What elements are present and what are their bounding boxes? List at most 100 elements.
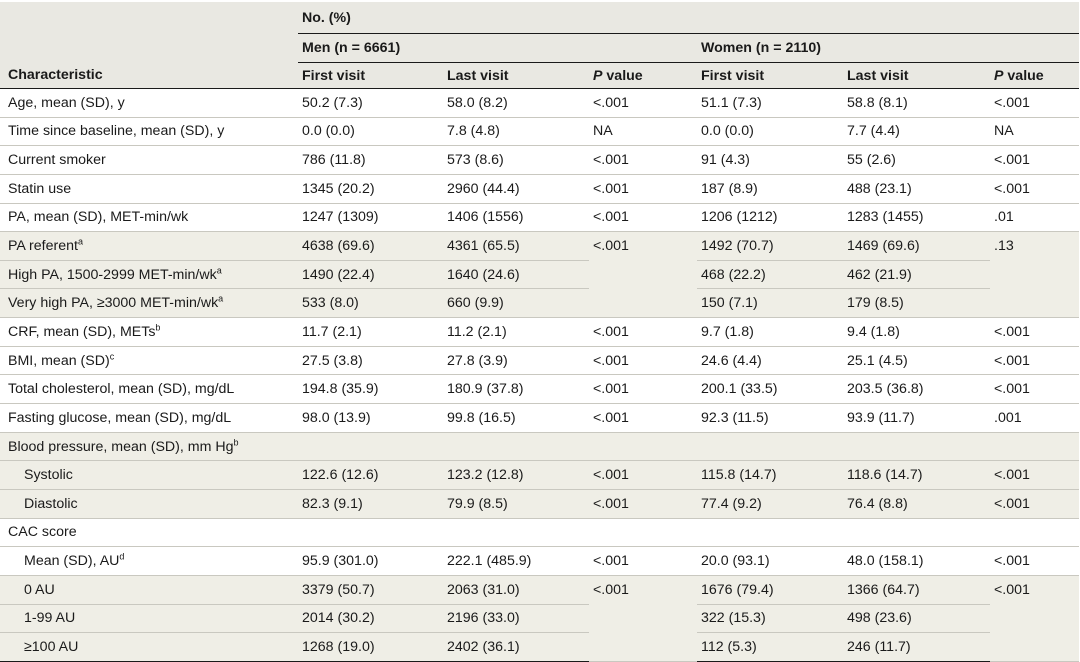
- table-row: PA referenta 4638 (69.6) 4361 (65.5) <.001 1…: [0, 231, 1079, 319]
- header-row-group: No. (%): [0, 2, 1079, 34]
- women-p-value-cell: <.001: [990, 317, 1079, 347]
- women-first-visit-cell: 200.1 (33.5): [697, 374, 843, 405]
- men-p-value-cell: NA: [589, 117, 697, 147]
- table-row: Age, mean (SD), y 50.2 (7.3) 58.0 (8.2) <.0…: [0, 88, 1079, 118]
- row-label: Current smoker: [0, 145, 298, 175]
- row-label: BMI, mean (SD)c: [0, 346, 298, 376]
- men-last-visit-cell: [443, 518, 589, 548]
- row-label-text: Diastolic: [24, 495, 78, 512]
- women-first-visit-cell: 1492 (70.7): [697, 231, 843, 261]
- men-first-visit-cell: 50.2 (7.3): [298, 88, 443, 118]
- women-p-value-cell: <.001: [990, 145, 1079, 175]
- men-first-visit-cell: [298, 518, 443, 548]
- women-last-visit-cell: 462 (21.9): [843, 260, 990, 290]
- men-last-visit-cell: 180.9 (37.8): [443, 374, 589, 405]
- row-label: PA, mean (SD), MET-min/wk: [0, 203, 298, 233]
- men-last-visit-cell: 2402 (36.1): [443, 632, 589, 662]
- row-label-text: Time since baseline, mean (SD), y: [8, 123, 225, 140]
- women-last-visit-cell: 7.7 (4.4): [843, 117, 990, 147]
- men-last-visit-cell: 11.2 (2.1): [443, 317, 589, 347]
- women-p-value-cell: <.001: [990, 174, 1079, 204]
- men-first-visit-cell: 2014 (30.2): [298, 604, 443, 634]
- women-p-value-header: P value: [990, 62, 1079, 89]
- women-last-visit-cell: 118.6 (14.7): [843, 460, 990, 490]
- women-first-visit-cell: 9.7 (1.8): [697, 317, 843, 347]
- men-last-visit-cell: 79.9 (8.5): [443, 489, 589, 519]
- women-last-visit-cell: [843, 518, 990, 548]
- table-row: Fasting glucose, mean (SD), mg/dL 98.0 (1…: [0, 403, 1079, 433]
- women-last-visit-cell: 1469 (69.6): [843, 231, 990, 261]
- men-p-value-cell: <.001: [589, 489, 697, 519]
- row-label-text: CAC score: [8, 524, 77, 541]
- women-last-visit-cell: 58.8 (8.1): [843, 88, 990, 118]
- women-header: Women (n = 2110): [697, 33, 1079, 63]
- footnote-marker: a: [216, 264, 222, 275]
- table-row: Mean (SD), AUd 95.9 (301.0) 222.1 (485.9) <…: [0, 546, 1079, 576]
- women-first-visit-cell: 468 (22.2): [697, 260, 843, 290]
- women-first-visit-cell: 51.1 (7.3): [697, 88, 843, 118]
- women-last-visit-cell: 179 (8.5): [843, 288, 990, 319]
- row-label: 1-99 AU: [0, 604, 298, 634]
- footnote-marker: b: [233, 436, 239, 447]
- row-label-text: Blood pressure, mean (SD), mm Hg: [8, 438, 234, 455]
- women-last-visit-cell: 246 (11.7): [843, 632, 990, 662]
- women-last-visit-cell: 1283 (1455): [843, 203, 990, 233]
- women-last-visit-cell: 498 (23.6): [843, 604, 990, 634]
- characteristic-header: Characteristic: [0, 62, 298, 89]
- row-label: Mean (SD), AUd: [0, 546, 298, 576]
- table-row: Systolic 122.6 (12.6) 123.2 (12.8) <.001 115…: [0, 460, 1079, 490]
- row-label: Diastolic: [0, 489, 298, 519]
- women-p-value-cell: <.001: [990, 374, 1079, 405]
- men-p-value-cell: <.001: [589, 575, 697, 662]
- footnote-marker: a: [77, 236, 83, 247]
- women-p-value-cell: [990, 518, 1079, 548]
- row-label-text: CRF, mean (SD), METs: [8, 323, 156, 340]
- men-p-value-cell: <.001: [589, 403, 697, 433]
- men-first-visit-cell: 1345 (20.2): [298, 174, 443, 204]
- men-p-value-cell: <.001: [589, 88, 697, 118]
- men-first-visit-cell: 27.5 (3.8): [298, 346, 443, 376]
- men-p-value-cell: <.001: [589, 231, 697, 319]
- men-first-visit-cell: 95.9 (301.0): [298, 546, 443, 576]
- table-row: PA, mean (SD), MET-min/wk 1247 (1309) 1406…: [0, 203, 1079, 233]
- men-p-value-cell: <.001: [589, 374, 697, 405]
- men-last-visit-cell: 573 (8.6): [443, 145, 589, 175]
- women-first-visit-cell: [697, 518, 843, 548]
- row-label-text: PA referent: [8, 238, 78, 255]
- row-label-text: Statin use: [8, 180, 72, 197]
- row-label-text: Total cholesterol, mean (SD), mg/dL: [8, 381, 235, 398]
- footnote-marker: c: [109, 350, 115, 361]
- row-label-text: PA, mean (SD), MET-min/wk: [8, 209, 189, 226]
- men-first-visit-cell: 4638 (69.6): [298, 231, 443, 261]
- table-row: Current smoker 786 (11.8) 573 (8.6) <.001 91…: [0, 145, 1079, 175]
- row-label-text: BMI, mean (SD): [8, 352, 110, 369]
- men-last-visit-cell: 2063 (31.0): [443, 575, 589, 605]
- men-p-value-cell: <.001: [589, 317, 697, 347]
- row-label: Time since baseline, mean (SD), y: [0, 117, 298, 147]
- women-first-visit-cell: 24.6 (4.4): [697, 346, 843, 376]
- women-p-value-cell: <.001: [990, 489, 1079, 519]
- row-label-text: Mean (SD), AU: [24, 553, 120, 570]
- row-label: CRF, mean (SD), METsb: [0, 317, 298, 347]
- women-first-visit-cell: 92.3 (11.5): [697, 403, 843, 433]
- row-label: Statin use: [0, 174, 298, 204]
- women-first-visit-cell: 115.8 (14.7): [697, 460, 843, 490]
- women-last-visit-header: Last visit: [843, 62, 990, 89]
- women-p-value-cell: <.001: [990, 460, 1079, 490]
- men-last-visit-header: Last visit: [443, 62, 589, 89]
- footnote-marker: a: [218, 293, 224, 304]
- row-label-text: 0 AU: [24, 581, 55, 598]
- men-last-visit-cell: 660 (9.9): [443, 288, 589, 319]
- women-p-value-cell: <.001: [990, 346, 1079, 376]
- men-last-visit-cell: 222.1 (485.9): [443, 546, 589, 576]
- row-label: Fasting glucose, mean (SD), mg/dL: [0, 403, 298, 433]
- header-row-sex: Men (n = 6661) Women (n = 2110): [0, 33, 1079, 63]
- men-p-value-cell: <.001: [589, 145, 697, 175]
- table-row: BMI, mean (SD)c 27.5 (3.8) 27.8 (3.9) <.001…: [0, 346, 1079, 376]
- women-first-visit-cell: [697, 432, 843, 462]
- men-first-visit-cell: 11.7 (2.1): [298, 317, 443, 347]
- table-row: Total cholesterol, mean (SD), mg/dL 194.8…: [0, 374, 1079, 405]
- women-first-visit-cell: 1206 (1212): [697, 203, 843, 233]
- table-row: Time since baseline, mean (SD), y 0.0 (0.…: [0, 117, 1079, 147]
